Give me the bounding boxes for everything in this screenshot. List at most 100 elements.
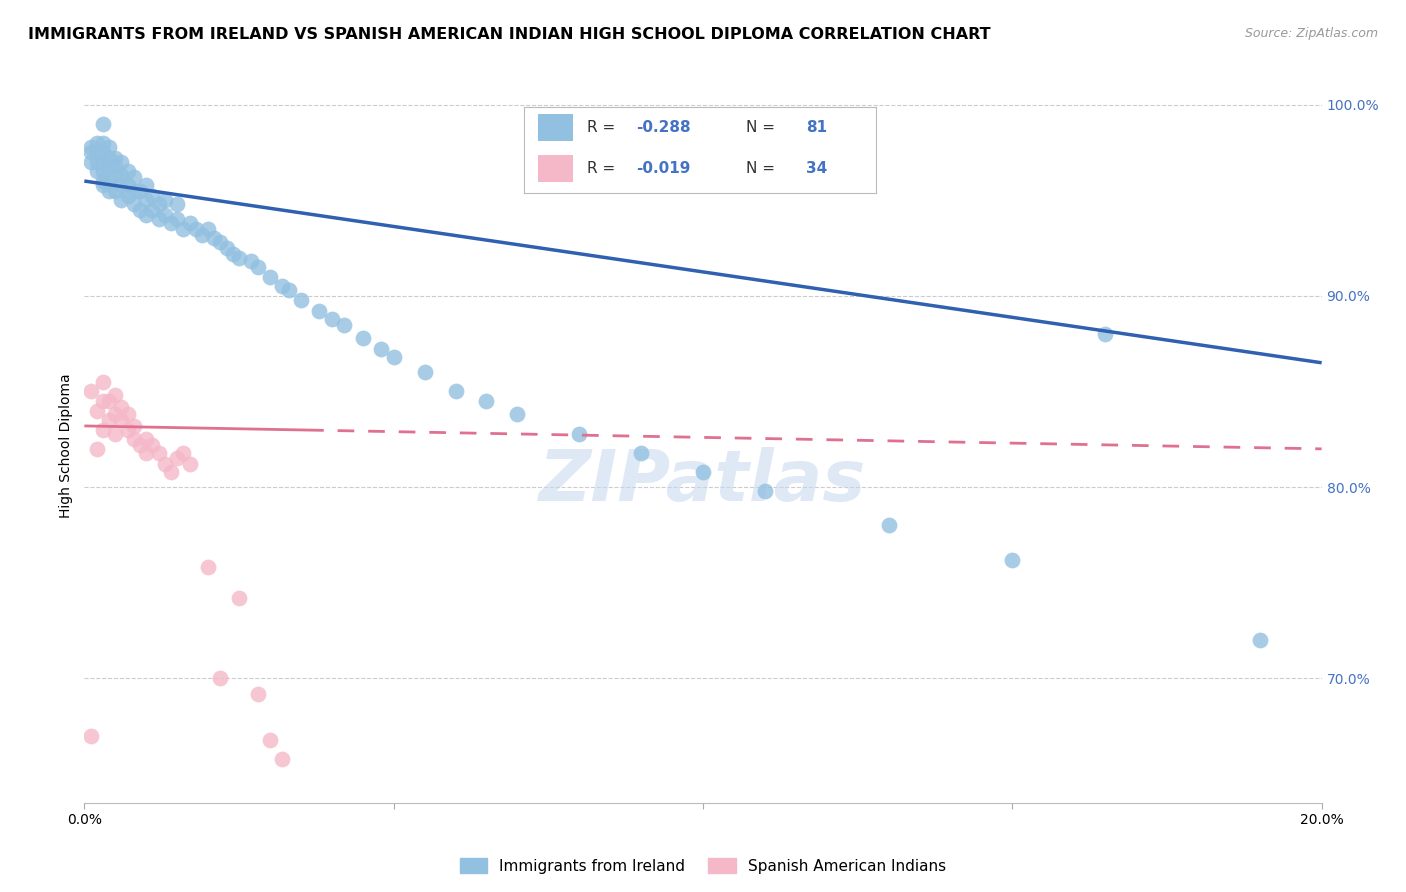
Point xyxy=(79,729,101,743)
Point xyxy=(86,155,108,169)
Point xyxy=(413,365,436,379)
Point xyxy=(277,283,299,297)
Point xyxy=(197,222,219,236)
Point xyxy=(98,174,121,188)
Point xyxy=(135,178,157,192)
Point xyxy=(148,446,170,460)
Point xyxy=(104,151,127,165)
Point xyxy=(79,384,101,399)
Point xyxy=(117,423,139,437)
Point xyxy=(135,432,157,446)
Text: Source: ZipAtlas.com: Source: ZipAtlas.com xyxy=(1244,27,1378,40)
Point xyxy=(202,231,225,245)
Point xyxy=(141,438,163,452)
Point xyxy=(86,442,108,456)
Point xyxy=(148,197,170,211)
Point xyxy=(91,423,114,437)
Point xyxy=(259,269,281,284)
Point xyxy=(321,311,343,326)
Point xyxy=(104,159,127,173)
Point xyxy=(117,178,139,192)
Point xyxy=(333,318,356,332)
Point xyxy=(308,304,330,318)
Point xyxy=(370,343,392,357)
Legend: Immigrants from Ireland, Spanish American Indians: Immigrants from Ireland, Spanish America… xyxy=(454,852,952,880)
Point xyxy=(91,117,114,131)
Point xyxy=(135,446,157,460)
Point xyxy=(382,350,405,364)
Point xyxy=(630,446,652,460)
Point xyxy=(444,384,467,399)
Point xyxy=(104,388,127,402)
Point xyxy=(135,193,157,207)
Point xyxy=(228,251,250,265)
Point xyxy=(86,164,108,178)
Point xyxy=(166,212,188,227)
Point xyxy=(122,418,145,433)
Point xyxy=(153,457,176,471)
Point xyxy=(222,246,245,260)
Point xyxy=(692,465,714,479)
Point xyxy=(98,184,121,198)
Point xyxy=(104,169,127,183)
Point xyxy=(191,227,214,242)
Point xyxy=(754,483,776,498)
Point xyxy=(228,591,250,606)
Point xyxy=(148,212,170,227)
Point xyxy=(1249,633,1271,648)
Point xyxy=(352,331,374,345)
Point xyxy=(98,413,121,427)
Point xyxy=(568,426,591,441)
Point xyxy=(141,202,163,217)
Point xyxy=(79,139,101,153)
Point xyxy=(172,446,194,460)
Point xyxy=(91,174,114,188)
Point xyxy=(86,403,108,417)
Point xyxy=(91,178,114,192)
Point xyxy=(246,260,269,274)
Point xyxy=(91,155,114,169)
Point xyxy=(129,184,152,198)
Point xyxy=(110,178,132,192)
Point xyxy=(215,241,238,255)
Point xyxy=(104,408,127,422)
Point xyxy=(91,375,114,389)
Point xyxy=(117,408,139,422)
Point xyxy=(110,400,132,414)
Point xyxy=(240,254,263,268)
Point xyxy=(122,170,145,185)
Point xyxy=(110,155,132,169)
Point xyxy=(475,394,498,409)
Point xyxy=(79,145,101,160)
Point xyxy=(104,426,127,441)
Point xyxy=(91,145,114,160)
Point xyxy=(122,184,145,198)
Point xyxy=(129,202,152,217)
Point xyxy=(135,209,157,223)
Point xyxy=(197,560,219,574)
Point xyxy=(179,457,201,471)
Point xyxy=(110,413,132,427)
Point xyxy=(129,438,152,452)
Y-axis label: High School Diploma: High School Diploma xyxy=(59,374,73,518)
Point xyxy=(1094,327,1116,342)
Point xyxy=(271,752,294,766)
Point xyxy=(110,193,132,207)
Point xyxy=(86,145,108,160)
Point xyxy=(209,235,232,250)
Point xyxy=(117,189,139,203)
Point xyxy=(166,451,188,466)
Point xyxy=(160,216,183,230)
Point xyxy=(117,164,139,178)
Point xyxy=(91,394,114,409)
Point xyxy=(79,155,101,169)
Point xyxy=(506,408,529,422)
Point xyxy=(122,432,145,446)
Point xyxy=(271,279,294,293)
Text: IMMIGRANTS FROM IRELAND VS SPANISH AMERICAN INDIAN HIGH SCHOOL DIPLOMA CORRELATI: IMMIGRANTS FROM IRELAND VS SPANISH AMERI… xyxy=(28,27,991,42)
Point xyxy=(877,518,900,533)
Point xyxy=(246,687,269,701)
Point xyxy=(1001,553,1024,567)
Point xyxy=(91,136,114,150)
Point xyxy=(259,732,281,747)
